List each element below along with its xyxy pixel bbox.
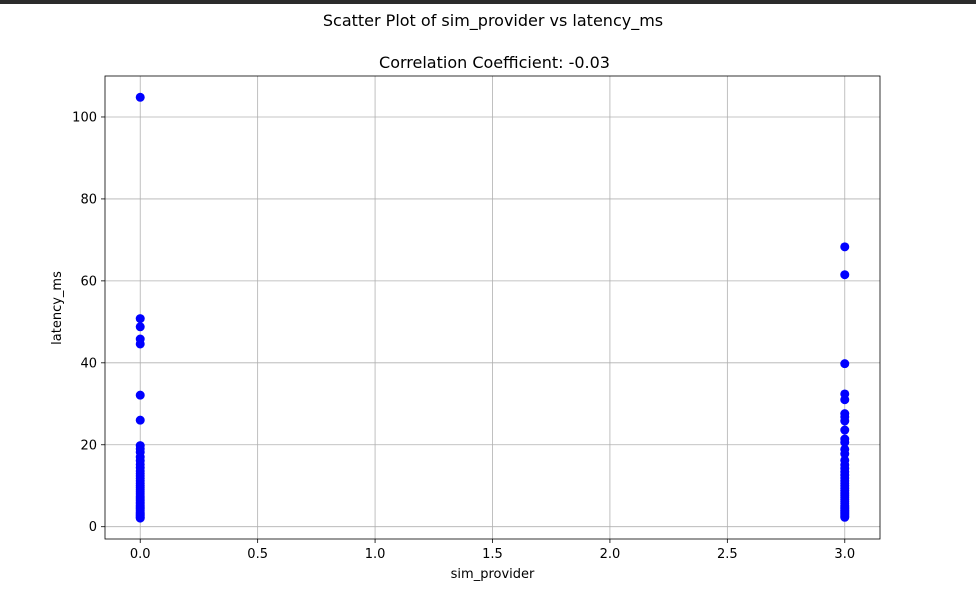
x-tick-label: 0.0 bbox=[130, 547, 151, 562]
data-point bbox=[840, 437, 850, 447]
data-point bbox=[135, 314, 145, 324]
x-tick-label: 3.0 bbox=[834, 547, 855, 562]
data-point bbox=[840, 359, 850, 369]
x-tick-label: 2.5 bbox=[717, 547, 738, 562]
y-tick-label: 20 bbox=[80, 438, 97, 453]
chart-title: Correlation Coefficient: -0.03 bbox=[379, 53, 610, 72]
grid-lines bbox=[105, 76, 880, 539]
y-tick-label: 0 bbox=[89, 520, 97, 535]
y-axis-label: latency_ms bbox=[50, 271, 65, 345]
data-point bbox=[840, 395, 850, 405]
y-axis-ticks: 0 20 40 60 80 100 bbox=[72, 110, 105, 535]
x-tick-label: 2.0 bbox=[600, 547, 621, 562]
x-tick-label: 1.0 bbox=[365, 547, 386, 562]
data-point bbox=[840, 416, 850, 426]
data-point bbox=[135, 92, 145, 102]
data-point bbox=[840, 242, 850, 252]
data-point bbox=[135, 322, 145, 332]
x-tick-label: 1.5 bbox=[482, 547, 503, 562]
data-point bbox=[135, 339, 145, 349]
y-tick-label: 60 bbox=[80, 274, 97, 289]
data-point bbox=[135, 415, 145, 425]
x-axis-ticks: 0.0 0.5 1.0 1.5 2.0 2.5 3.0 bbox=[130, 539, 855, 562]
data-point bbox=[840, 449, 850, 459]
chart-suptitle: Scatter Plot of sim_provider vs latency_… bbox=[323, 11, 663, 31]
y-tick-label: 40 bbox=[80, 356, 97, 371]
data-points bbox=[135, 92, 850, 523]
data-point bbox=[840, 425, 850, 435]
data-point bbox=[135, 390, 145, 400]
data-point bbox=[840, 512, 850, 522]
y-tick-label: 100 bbox=[72, 110, 97, 125]
data-point bbox=[840, 270, 850, 280]
x-tick-label: 0.5 bbox=[247, 547, 268, 562]
y-tick-label: 80 bbox=[80, 192, 97, 207]
data-point bbox=[135, 513, 145, 523]
window-top-bar bbox=[0, 0, 976, 4]
x-axis-label: sim_provider bbox=[451, 567, 535, 582]
